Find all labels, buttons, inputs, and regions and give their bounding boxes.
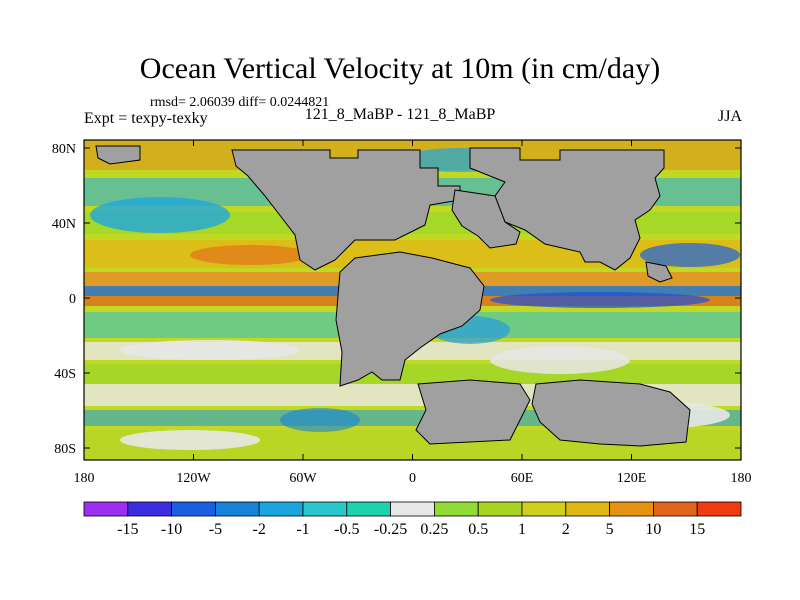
colorbar-label: 2 [562,521,570,538]
colorbar-label: 15 [689,521,705,538]
land-north-america [231,149,461,271]
field-patch [280,408,360,432]
field-patch [490,346,630,374]
field-band [84,364,741,384]
colorbar-swatch [83,501,129,517]
colorbar-swatch [696,501,742,517]
colorbar-swatch [433,501,479,517]
lon-tick-label: 60E [511,471,534,486]
colorbar-label: 0.25 [420,521,448,538]
colorbar-swatch [346,501,391,517]
land-archipelago [645,261,673,283]
colorbar-swatch [565,501,610,517]
latitude-axis: 80N 40N 0 40S 80S [52,142,741,457]
colorbar-label: 10 [645,521,661,538]
lon-tick-label: 0 [409,471,416,486]
field-patch [90,197,230,233]
case-label: 121_8_MaBP - 121_8_MaBP [304,106,496,123]
map-title: Ocean Vertical Velocity at 10m (in cm/da… [139,52,661,85]
colorbar-label: 0.5 [468,521,488,538]
lon-tick-label: 60W [289,471,317,486]
lon-tick-label: 180 [74,471,95,486]
longitude-axis: 180 120W 60W 0 60E 120E 180 [74,140,752,486]
rmsd-diff-label: rmsd= 2.06039 diff= 0.0244821 [150,95,330,110]
lat-tick-label: 40S [54,367,76,382]
lon-tick-label: 120E [617,471,647,486]
land-africa-arabia [451,189,521,249]
colorbar-swatch [521,501,567,517]
lat-tick-label: 80N [52,142,76,157]
colorbar-label: -1 [296,521,309,538]
season-label: JJA [717,108,742,125]
colorbar-label: 1 [518,521,526,538]
colorbar-swatch [609,501,654,517]
field-patch [640,243,740,267]
colorbar-swatch [302,501,348,517]
colorbar-label: -0.25 [374,521,407,538]
map-field [84,140,741,460]
land-south-america [335,251,485,387]
lon-tick-label: 120W [176,471,211,486]
colorbar-label: -0.5 [334,521,359,538]
colorbar-label: -15 [117,521,138,538]
land-antarctic-west [415,379,531,445]
colorbar-label: -2 [253,521,266,538]
land-masses [95,145,691,447]
colorbar-swatch [653,501,698,517]
land-arctic-island [95,145,141,165]
colorbar-swatch [477,501,523,517]
field-patch [190,245,310,265]
field-patch [120,430,260,450]
lat-tick-label: 80S [54,442,76,457]
lon-tick-label: 180 [731,471,752,486]
lat-tick-label: 40N [52,217,76,232]
experiment-label: Expt = texpy-texky [84,110,208,127]
colorbar-swatch [171,501,216,517]
field-patch [120,340,300,360]
field-patch [490,292,710,308]
colorbar-swatch [127,501,173,517]
lat-tick-label: 0 [69,292,76,307]
colorbar-label: -5 [209,521,222,538]
colorbar-swatch [258,501,304,517]
colorbar-label: 5 [606,521,614,538]
land-antarctic-east [531,379,691,447]
colorbar: -15 -10 -5 -2 -1 -0.5 -0.25 0.25 0.5 1 2 5 10 15 [83,501,742,538]
colorbar-swatch [390,501,435,517]
colorbar-label: -10 [161,521,182,538]
colorbar-swatch [214,501,260,517]
